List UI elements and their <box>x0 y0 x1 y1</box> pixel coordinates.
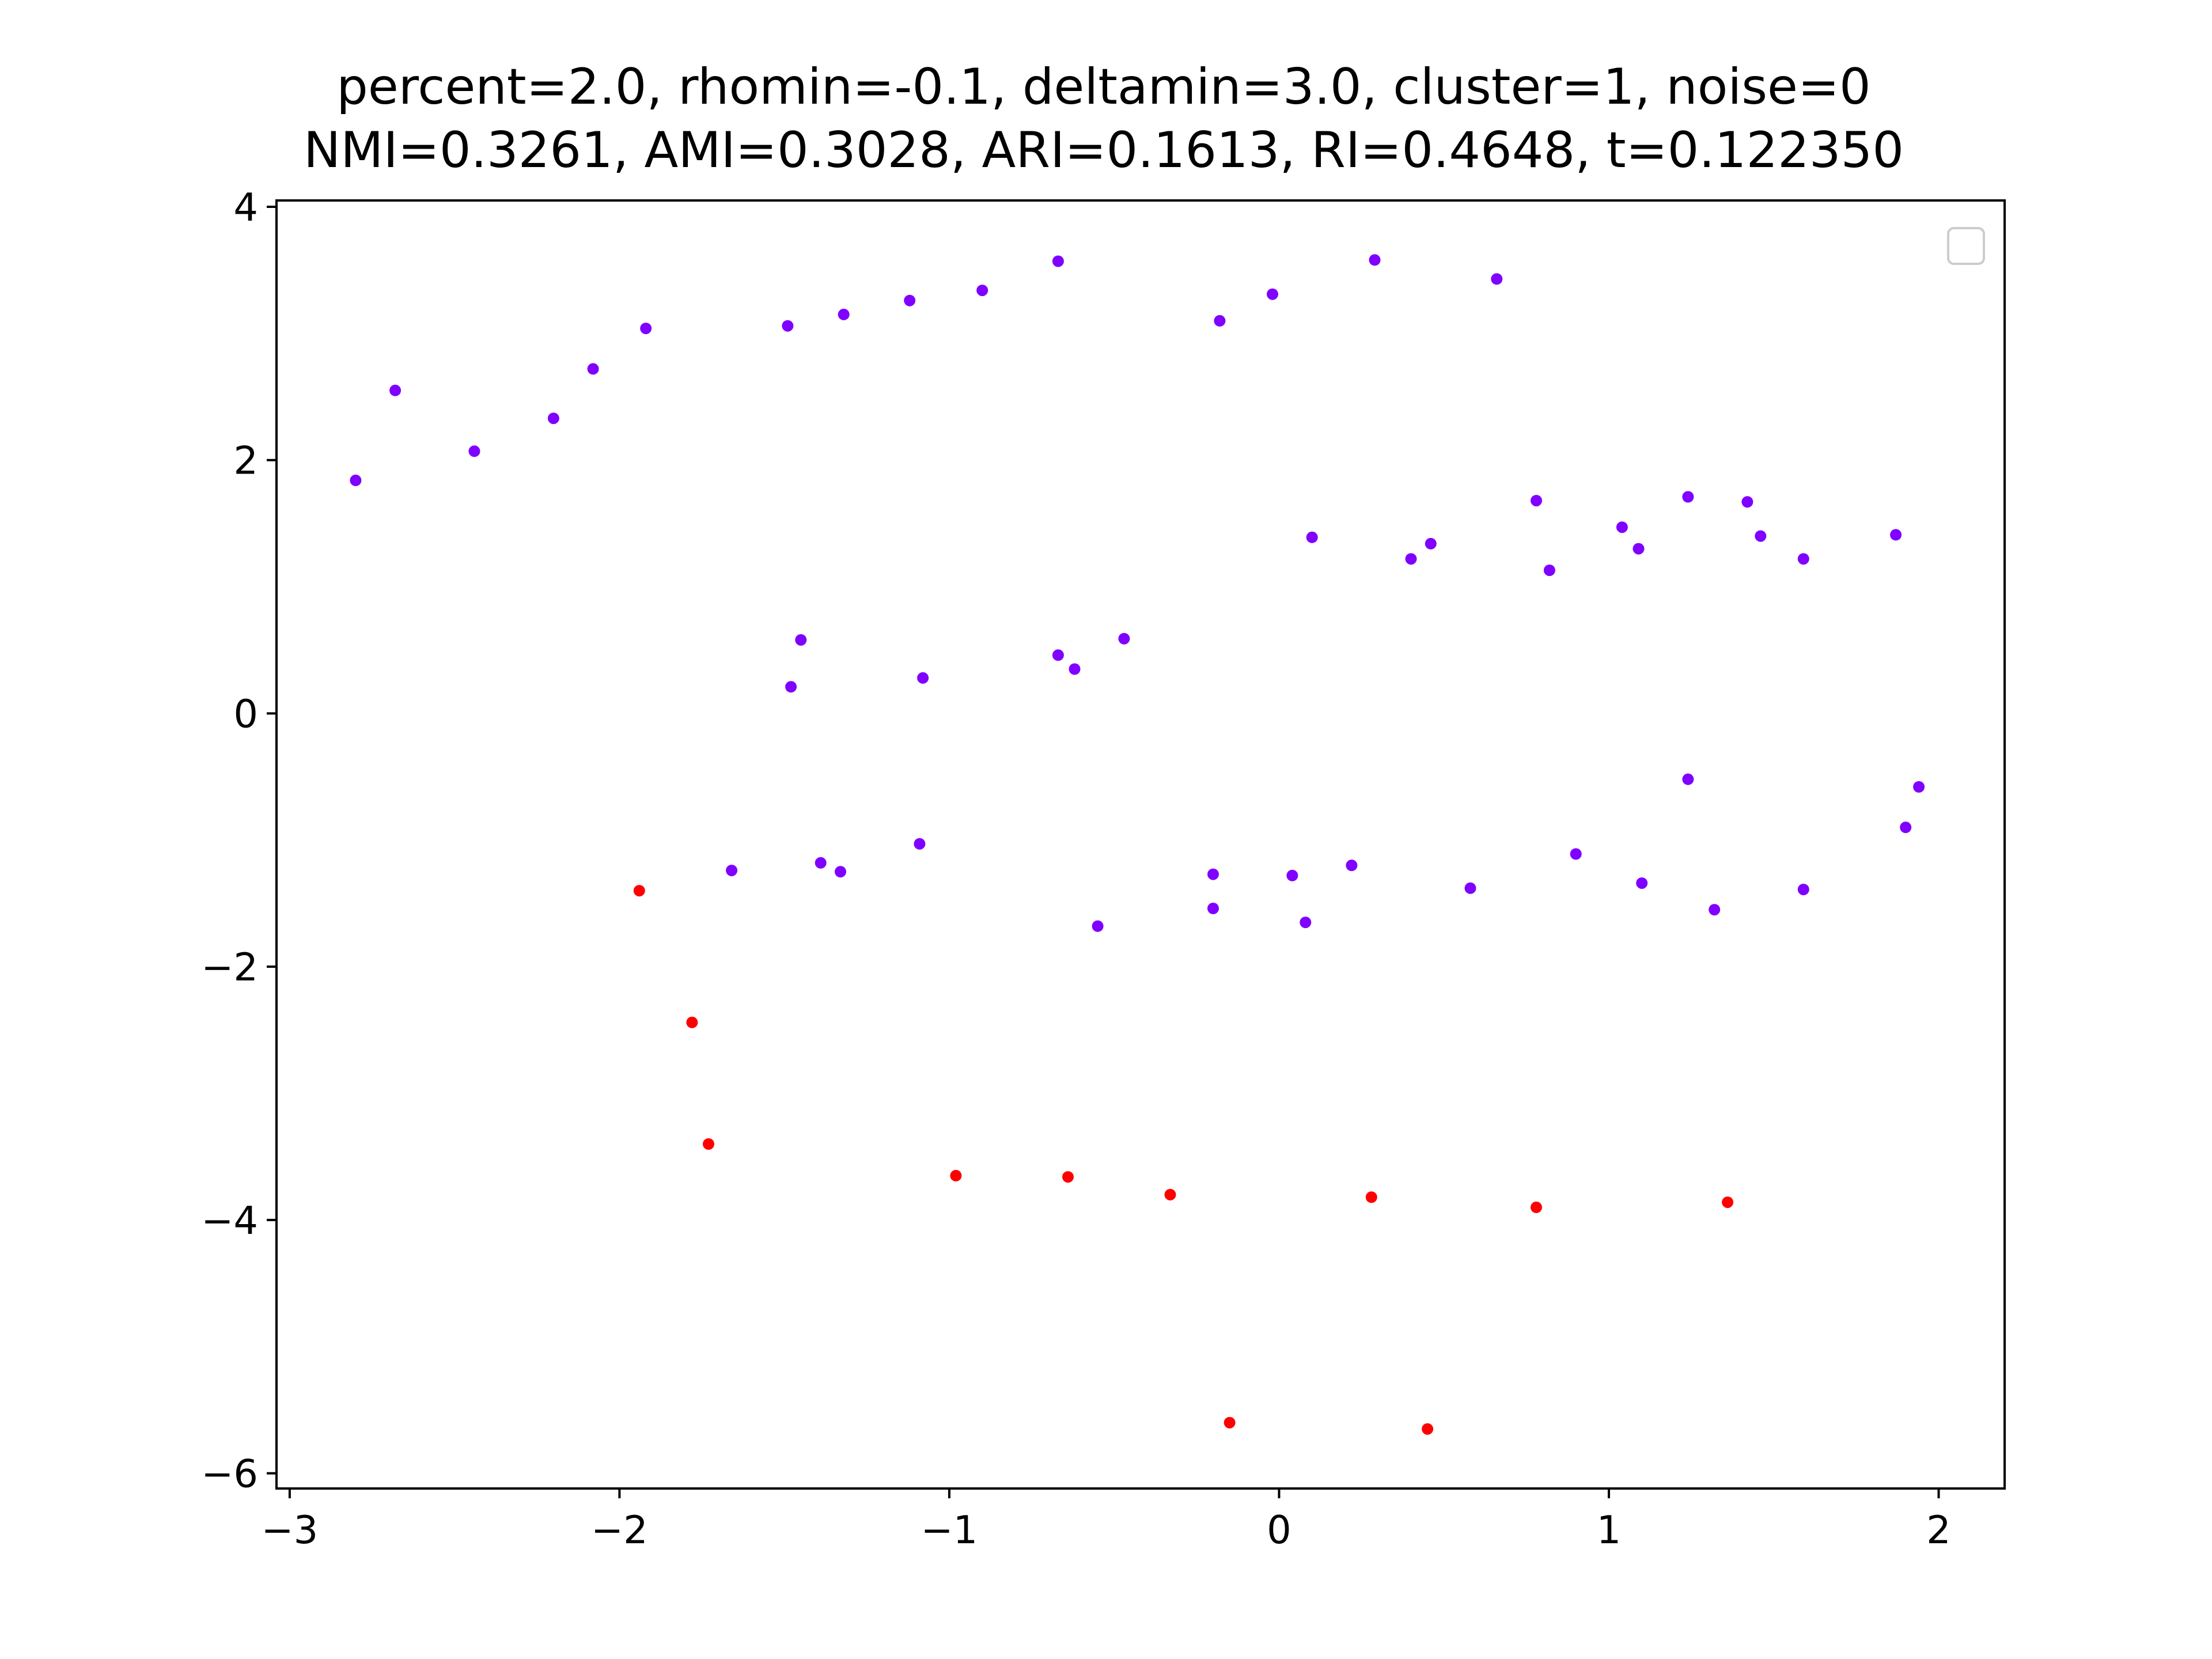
data-point <box>1890 529 1902 541</box>
data-point <box>1405 553 1417 565</box>
data-point <box>838 308 850 320</box>
data-point <box>917 672 929 684</box>
y-tick-label: −2 <box>201 945 258 990</box>
data-point <box>1633 543 1645 555</box>
data-point <box>1722 1196 1734 1209</box>
data-point <box>1543 565 1555 576</box>
data-point <box>1570 848 1582 860</box>
data-point <box>633 885 645 897</box>
data-point <box>1365 1191 1377 1203</box>
plot-area-frame <box>275 199 2006 1490</box>
legend-box <box>1947 227 1985 265</box>
data-point <box>1207 903 1219 914</box>
data-point <box>1913 781 1925 793</box>
data-point <box>640 323 652 335</box>
data-point <box>703 1138 714 1150</box>
data-point <box>1092 920 1104 932</box>
data-point <box>389 384 402 396</box>
data-point <box>782 320 794 332</box>
data-point <box>1214 315 1226 327</box>
data-point <box>1052 649 1064 661</box>
data-point <box>1682 491 1694 503</box>
x-tick-label: 1 <box>1597 1508 1622 1552</box>
data-point <box>1069 663 1081 675</box>
x-tick-label: −1 <box>921 1508 978 1552</box>
data-point <box>1306 531 1318 543</box>
data-point <box>1164 1188 1176 1200</box>
data-point <box>1797 553 1809 565</box>
data-point <box>726 865 738 877</box>
data-point <box>785 681 797 693</box>
data-point <box>1709 904 1721 916</box>
x-tick-label: −2 <box>591 1508 648 1552</box>
y-tick-label: 4 <box>233 185 258 230</box>
data-point <box>1422 1423 1434 1435</box>
data-point <box>1224 1416 1236 1429</box>
data-point <box>1531 495 1542 507</box>
data-point <box>1052 255 1064 267</box>
data-point <box>795 634 807 646</box>
data-point <box>1267 288 1278 300</box>
data-point <box>1369 254 1381 266</box>
data-point <box>835 866 846 878</box>
data-point <box>1300 916 1312 929</box>
data-point <box>1755 530 1767 542</box>
data-point <box>1616 521 1628 533</box>
x-tick-label: 0 <box>1267 1508 1291 1552</box>
data-point <box>1207 868 1219 880</box>
data-point <box>1346 859 1358 872</box>
y-axis-ticks: −6 −4 −2 0 2 4 <box>201 185 276 1497</box>
y-tick-label: 0 <box>233 691 258 736</box>
data-point <box>1797 884 1809 896</box>
data-point <box>547 412 559 425</box>
data-point <box>1741 496 1753 508</box>
data-point <box>350 474 362 486</box>
data-point <box>1682 773 1694 785</box>
data-point <box>1491 273 1503 285</box>
data-point <box>1464 882 1476 894</box>
data-point <box>1425 537 1437 550</box>
y-tick-label: −6 <box>201 1452 258 1497</box>
data-point <box>1286 869 1298 881</box>
data-point <box>686 1016 698 1028</box>
data-point <box>904 294 916 306</box>
data-point <box>468 445 480 457</box>
x-axis-ticks: −3 −2 −1 0 1 2 <box>262 1488 1951 1552</box>
y-tick-label: 2 <box>233 438 258 483</box>
data-point <box>1118 632 1130 645</box>
data-point <box>587 363 599 375</box>
chart-title-line-2: NMI=0.3261, AMI=0.3028, ARI=0.1613, RI=0… <box>304 122 1904 179</box>
y-tick-label: −4 <box>201 1198 258 1243</box>
chart-title-line-1: percent=2.0, rhomin=-0.1, deltamin=3.0, … <box>336 58 1870 116</box>
x-tick-label: −3 <box>262 1508 319 1552</box>
data-point <box>815 857 827 869</box>
data-point <box>1062 1171 1074 1183</box>
data-point <box>1636 877 1648 889</box>
data-points <box>350 254 1925 1435</box>
data-point <box>976 285 988 297</box>
data-point <box>1531 1201 1542 1213</box>
x-tick-label: 2 <box>1926 1508 1951 1552</box>
data-point <box>1900 821 1912 834</box>
data-point <box>914 838 926 850</box>
data-point <box>950 1169 962 1181</box>
